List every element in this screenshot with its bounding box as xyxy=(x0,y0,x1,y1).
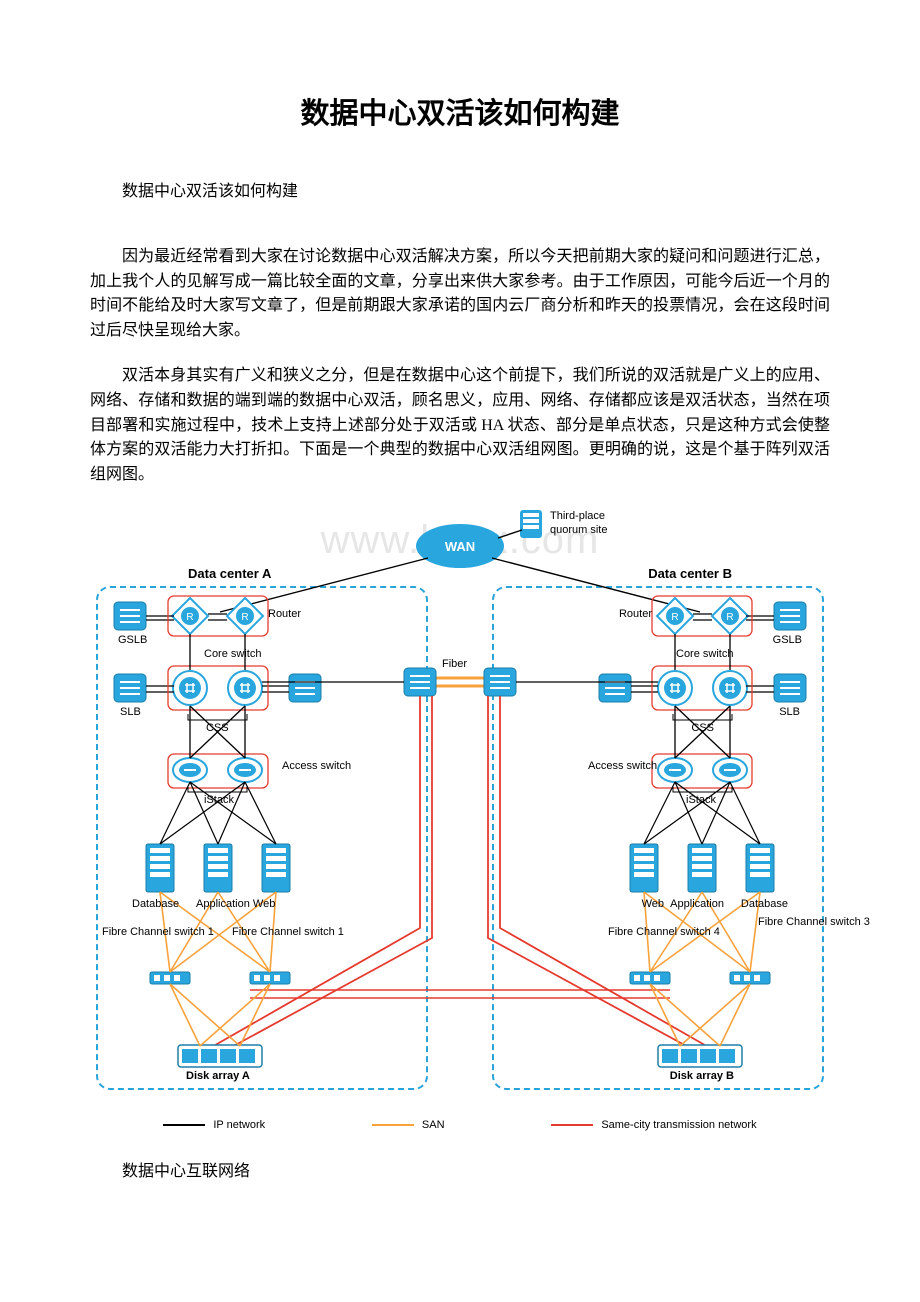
slb-a-label: SLB xyxy=(120,706,141,718)
gslb-a-label: GSLB xyxy=(118,634,147,646)
fc-b3-label: Fibre Channel switch 3 xyxy=(758,916,818,929)
gslb-b-label: GSLB xyxy=(773,634,802,646)
legend-ip: IP network xyxy=(213,1119,265,1131)
fc-a1-label: Fibre Channel switch 1 xyxy=(102,926,182,939)
app-a-width: Application Web xyxy=(196,898,275,910)
page-title: 数据中心双活该如何构建 xyxy=(90,90,830,132)
db-b-label: Database xyxy=(741,898,788,910)
fiber-label: Fiber xyxy=(442,658,467,670)
disk-a-label: Disk array A xyxy=(186,1070,250,1082)
access-a-label: Access switch xyxy=(282,760,332,772)
istack-a-label: iStack xyxy=(204,794,234,806)
fc-a2-label: Fibre Channel switch 1 xyxy=(232,926,312,939)
css-a-label: CSS xyxy=(206,722,229,734)
router-b-label: Router xyxy=(619,608,652,620)
css-b-label: CSS xyxy=(691,722,714,734)
slb-b-label: SLB xyxy=(779,706,800,718)
app-b-label: Web Application xyxy=(642,898,724,910)
diagram-legend: IP network SAN Same-city transmission ne… xyxy=(90,1112,830,1138)
router-a-label: Router xyxy=(268,608,301,620)
body-para-2: 双活本身其实有广义和狭义之分，但是在数据中心这个前提下，我们所说的双活就是广义上… xyxy=(90,364,830,488)
core-a-label: Core switch xyxy=(204,648,244,660)
network-diagram: www.bdcx.com Data center A Data center B xyxy=(90,508,830,1138)
db-a-label: Database xyxy=(132,898,179,910)
body-para-1: 因为最近经常看到大家在讨论数据中心双活解决方案，所以今天把前期大家的疑问和问题进… xyxy=(90,245,830,344)
quorum-label-2: quorum site xyxy=(550,524,607,536)
disk-b-label: Disk array B xyxy=(670,1070,734,1082)
svg-text:WAN: WAN xyxy=(445,539,475,554)
istack-b-label: iStack xyxy=(686,794,716,806)
legend-samecity: Same-city transmission network xyxy=(601,1119,756,1131)
quorum-label-1: Third-place xyxy=(550,510,605,522)
diagram-svg: R xyxy=(90,508,830,1138)
fc-b4-label: Fibre Channel switch 4 xyxy=(608,926,688,939)
core-b-label: Core switch xyxy=(676,648,716,660)
legend-san: SAN xyxy=(422,1119,445,1131)
access-b-label: Access switch xyxy=(588,760,638,772)
intro-subtitle: 数据中心双活该如何构建 xyxy=(90,180,830,205)
section-heading: 数据中心互联网络 xyxy=(90,1160,830,1185)
